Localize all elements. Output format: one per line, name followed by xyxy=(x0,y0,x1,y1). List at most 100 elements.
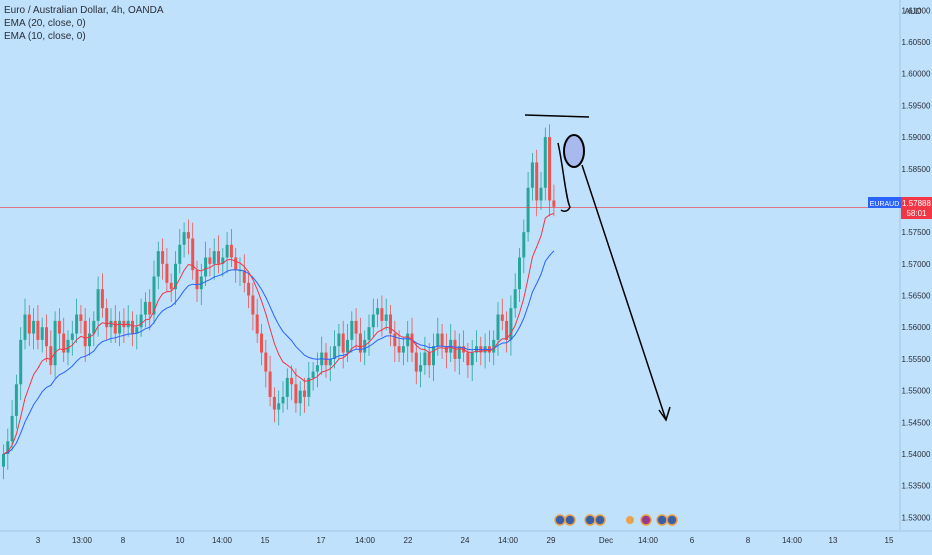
candle-body xyxy=(14,384,18,416)
candle-body xyxy=(118,320,122,334)
legend-ema10: EMA (10, close, 0) xyxy=(4,31,86,42)
candle-body xyxy=(509,308,513,340)
candle-body xyxy=(27,314,31,334)
candle-body xyxy=(186,232,190,239)
event-icon xyxy=(656,514,668,526)
arrow-shaft xyxy=(581,164,667,421)
candle-body xyxy=(109,320,113,328)
price-badge[interactable]: EURAUD 1.57888 58:01 xyxy=(868,197,932,219)
candle-body xyxy=(384,314,388,321)
candle-body xyxy=(380,308,384,321)
time-tick-label: 24 xyxy=(461,536,470,545)
price-tick-label: 1.56500 xyxy=(902,292,931,301)
candle-body xyxy=(397,346,401,353)
price-tick-label: 1.53000 xyxy=(902,513,931,522)
candle-body xyxy=(169,282,173,290)
candle-body xyxy=(285,377,289,397)
candle-body xyxy=(229,244,233,258)
candle-body xyxy=(174,263,177,290)
candle-body xyxy=(419,365,423,372)
candle-body xyxy=(328,358,332,366)
candle-body xyxy=(432,346,435,366)
price-badge-price: 1.57888 xyxy=(902,199,931,208)
candle-body xyxy=(199,276,203,290)
candle-body xyxy=(135,327,139,334)
price-tick-label: 1.59500 xyxy=(902,101,931,110)
candle-body xyxy=(264,352,268,372)
candle-body xyxy=(36,320,40,340)
event-icon xyxy=(666,514,678,526)
candle-body xyxy=(358,333,362,353)
candle-body xyxy=(539,187,543,201)
candle-body xyxy=(96,289,100,321)
candle-body xyxy=(277,403,281,410)
ema20-line xyxy=(3,250,555,455)
time-tick-label: 22 xyxy=(404,536,413,545)
candle-body xyxy=(427,352,431,366)
bracket-stroke xyxy=(557,142,571,212)
candle-body xyxy=(530,162,534,188)
price-badge-countdown: 58:01 xyxy=(906,209,927,218)
candle-body xyxy=(238,270,242,272)
candle-body xyxy=(303,390,306,397)
candle-body xyxy=(548,137,552,201)
price-tick-label: 1.55500 xyxy=(902,355,931,364)
price-tick-label: 1.54500 xyxy=(902,418,931,427)
candle-body xyxy=(23,314,27,340)
candle-body xyxy=(500,314,504,321)
candle-body xyxy=(268,371,272,397)
candle-body xyxy=(195,270,199,290)
candles-layer xyxy=(2,124,556,480)
price-tick-label: 1.58500 xyxy=(902,165,931,174)
candle-body xyxy=(492,339,496,353)
price-badge-symbol: EURAUD xyxy=(870,201,900,208)
candle-body xyxy=(414,352,418,372)
price-tick-label: 1.57000 xyxy=(902,260,931,269)
legend-title: Euro / Australian Dollar, 4h, OANDA xyxy=(4,5,164,16)
price-tick-label: 1.55000 xyxy=(902,387,931,396)
candle-body xyxy=(513,289,517,309)
candle-body xyxy=(156,251,160,277)
candle-body xyxy=(49,346,53,366)
time-tick-label: 29 xyxy=(547,536,556,545)
legend-ema20: EMA (20, close, 0) xyxy=(4,18,86,29)
candle-body xyxy=(165,263,169,283)
time-tick-label: 14:00 xyxy=(212,536,233,545)
price-tick-label: 1.60500 xyxy=(902,38,931,47)
candle-body xyxy=(367,327,371,340)
candle-body xyxy=(535,162,539,201)
candle-body xyxy=(341,333,345,353)
candle-body xyxy=(440,333,444,347)
time-tick-label: 13 xyxy=(829,536,838,545)
price-tick-label: 1.54000 xyxy=(902,450,931,459)
candle-body xyxy=(113,320,117,334)
event-icon xyxy=(584,514,596,526)
candle-body xyxy=(393,333,397,347)
candle-body xyxy=(79,314,83,321)
candle-body xyxy=(298,390,302,404)
candle-body xyxy=(496,314,500,340)
candle-body xyxy=(251,295,255,315)
candle-body xyxy=(522,232,526,258)
chart-legend: Euro / Australian Dollar, 4h, OANDA EMA … xyxy=(4,4,164,43)
candle-body xyxy=(143,301,147,315)
candle-body xyxy=(272,396,276,410)
time-tick-label: 6 xyxy=(690,536,695,545)
time-tick-label: 15 xyxy=(261,536,270,545)
candle-body xyxy=(182,232,186,245)
candle-body xyxy=(350,320,354,340)
candle-body xyxy=(2,453,5,467)
candle-body xyxy=(552,200,556,207)
candle-body xyxy=(376,308,380,315)
candle-body xyxy=(19,339,23,385)
candle-body xyxy=(410,333,414,353)
candle-body xyxy=(518,257,521,290)
candle-body xyxy=(337,333,341,347)
candle-body xyxy=(260,333,263,353)
candle-body xyxy=(281,396,285,404)
candle-body xyxy=(40,327,44,340)
candle-body xyxy=(66,339,70,353)
candle-body xyxy=(131,320,134,334)
